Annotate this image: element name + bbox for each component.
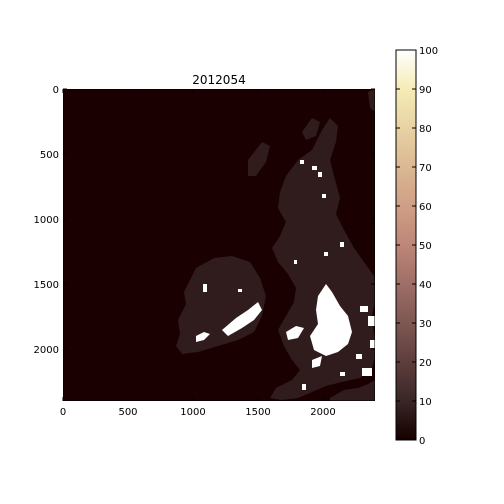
patch-scotland-6 bbox=[324, 252, 328, 256]
y-tick-label: 1500 bbox=[34, 280, 59, 291]
land-france bbox=[330, 380, 375, 401]
y-axis: 0 500 1000 1500 2000 bbox=[34, 85, 375, 356]
x-tick-label: 2000 bbox=[310, 407, 335, 418]
land-islands-west bbox=[248, 142, 270, 176]
patch-east-1 bbox=[360, 306, 368, 312]
patch-scotland-4 bbox=[322, 194, 326, 198]
colorbar: 0 10 20 30 40 50 60 70 80 90 100 bbox=[395, 46, 438, 447]
patch-scotland-7 bbox=[294, 260, 297, 264]
colorbar-tick-label: 60 bbox=[419, 202, 432, 213]
x-tick-label: 1000 bbox=[180, 407, 205, 418]
patch-ireland-south-2 bbox=[196, 332, 210, 342]
patch-south-3 bbox=[362, 368, 372, 376]
y-tick-label: 1000 bbox=[34, 215, 59, 226]
patch-ireland-north bbox=[238, 289, 242, 292]
x-tick-label: 0 bbox=[60, 407, 66, 418]
y-tick-label: 500 bbox=[40, 150, 59, 161]
patch-scotland-3 bbox=[300, 160, 304, 164]
patch-ireland-west bbox=[203, 284, 207, 292]
colorbar-tick-label: 20 bbox=[419, 358, 432, 369]
land-ireland bbox=[176, 256, 266, 354]
x-tick-label: 1500 bbox=[245, 407, 270, 418]
patch-east-2 bbox=[368, 316, 375, 326]
patch-ireland-south bbox=[222, 302, 262, 336]
colorbar-tick-label: 10 bbox=[419, 397, 432, 408]
patch-scotland-1 bbox=[312, 166, 317, 170]
x-axis: 0 500 1000 1500 2000 bbox=[60, 89, 336, 418]
patch-scotland-5 bbox=[340, 242, 344, 247]
colorbar-tick-label: 80 bbox=[419, 124, 432, 135]
colorbar-tick-label: 70 bbox=[419, 163, 432, 174]
colorbar-tick-label: 50 bbox=[419, 241, 432, 252]
y-tick-label: 2000 bbox=[34, 345, 59, 356]
y-tick-label: 0 bbox=[53, 85, 59, 96]
colorbar-tick-label: 100 bbox=[419, 46, 438, 57]
colorbar-tick-label: 30 bbox=[419, 319, 432, 330]
land-islands-north bbox=[302, 118, 320, 140]
colorbar-ticks: 0 10 20 30 40 50 60 70 80 90 100 bbox=[396, 46, 438, 447]
heatmap-plot bbox=[63, 89, 375, 401]
patch-south-5 bbox=[302, 384, 306, 390]
chart-title: 2012054 bbox=[192, 73, 245, 87]
patch-south-1 bbox=[312, 356, 322, 368]
colorbar-tick-label: 40 bbox=[419, 280, 432, 291]
patch-england-main bbox=[310, 284, 352, 356]
colorbar-tick-label: 90 bbox=[419, 85, 432, 96]
x-tick-label: 500 bbox=[118, 407, 137, 418]
patch-south-4 bbox=[340, 372, 345, 376]
colorbar-tick-label: 0 bbox=[419, 436, 425, 447]
patch-east-3 bbox=[370, 340, 375, 348]
patch-south-2 bbox=[356, 354, 362, 359]
high-value-patches bbox=[196, 160, 375, 390]
patch-scotland-2 bbox=[318, 172, 322, 177]
patch-wales bbox=[286, 326, 304, 340]
land-norway-edge bbox=[368, 89, 375, 112]
